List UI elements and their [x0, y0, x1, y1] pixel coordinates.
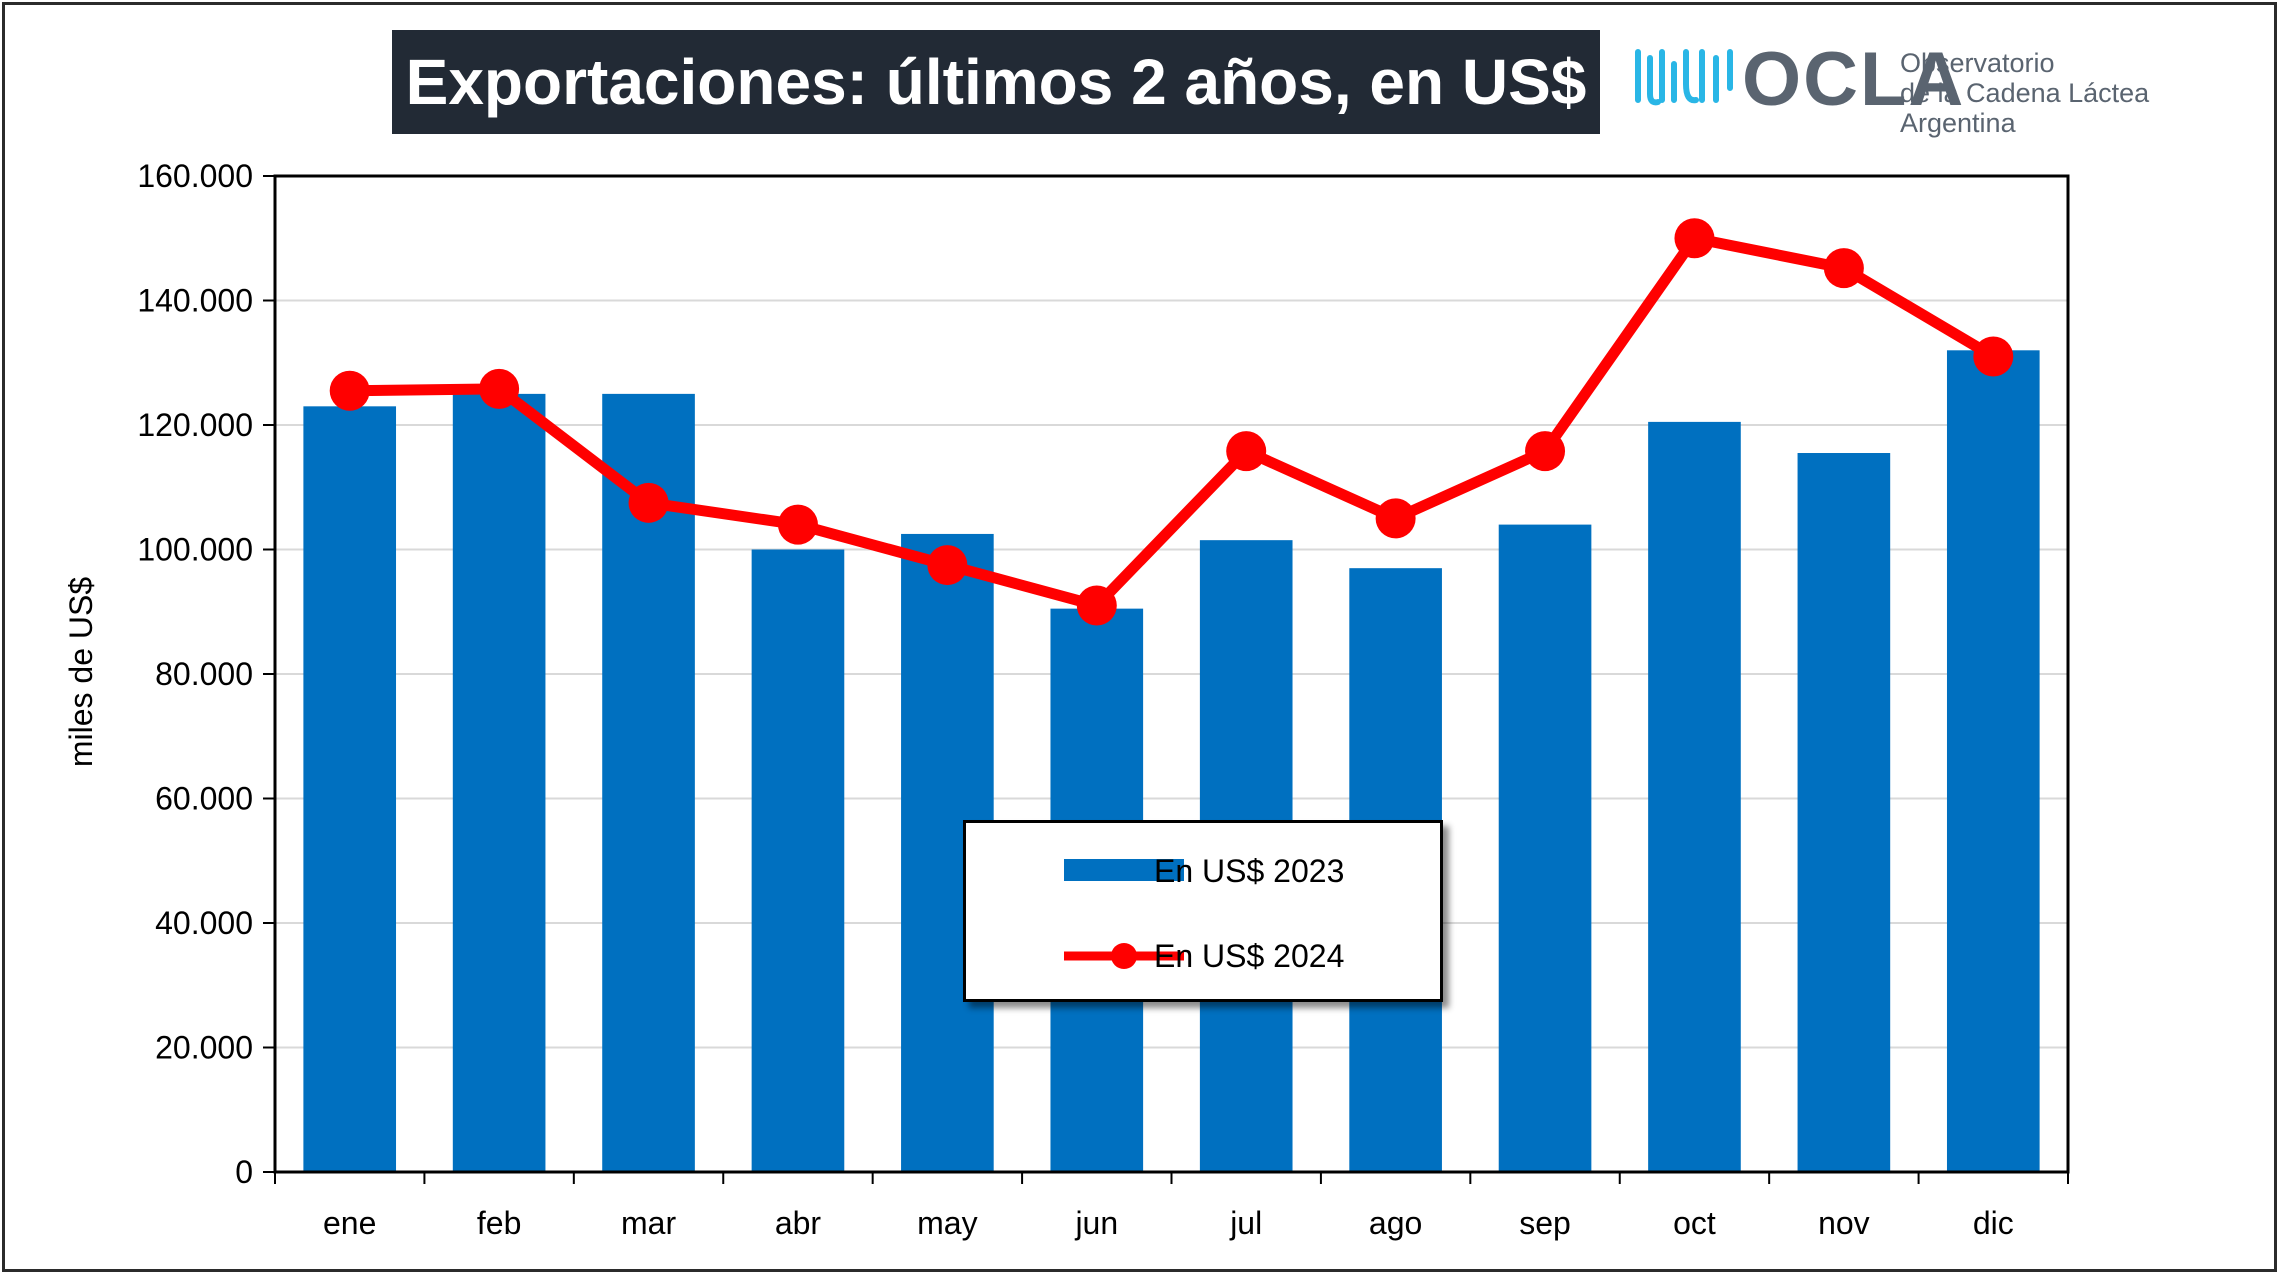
y-tick-label: 20.000: [155, 1030, 253, 1066]
bar-2023-oct: [1648, 421, 1741, 1172]
point-2024-feb: [479, 368, 520, 409]
y-tick-label: 120.000: [137, 407, 253, 443]
bar-2023-mar: [602, 393, 695, 1172]
x-tick-label: jun: [1074, 1205, 1118, 1241]
point-2024-sep: [1525, 431, 1566, 472]
x-tick-label: ene: [323, 1205, 376, 1241]
x-tick-label: dic: [1973, 1205, 2014, 1241]
point-2024-may: [927, 545, 968, 586]
legend-swatch-2023: [1064, 859, 1184, 881]
logo-line-3: Argentina: [1900, 108, 2016, 138]
legend-swatch-2024: [1064, 943, 1184, 969]
x-tick-label: feb: [477, 1205, 521, 1241]
ocla-wave-icon: [1635, 49, 1733, 106]
bar-2023-sep: [1498, 524, 1592, 1172]
x-tick-label: jul: [1229, 1205, 1262, 1241]
bar-2023-nov: [1797, 453, 1891, 1172]
point-2024-ene: [329, 370, 370, 411]
y-tick-label: 140.000: [137, 283, 253, 319]
point-2024-dic: [1973, 336, 2014, 377]
y-axis: 0 20.000 40.000 60.000 80.000 100.000 120.000 1…: [137, 158, 275, 1190]
x-tick-label: oct: [1673, 1205, 1716, 1241]
x-tick-label: sep: [1519, 1205, 1571, 1241]
legend-label-2024: En US$ 2024: [1154, 937, 1345, 974]
logo-line-1: Observatorio: [1900, 48, 2055, 78]
point-2024-jul: [1226, 431, 1267, 472]
x-tick-label: may: [917, 1205, 977, 1241]
chart-title: Exportaciones: últimos 2 años, en US$: [392, 30, 1600, 134]
y-tick-label: 0: [235, 1154, 253, 1190]
point-2024-jun: [1076, 585, 1117, 626]
bars-2023: [303, 350, 2040, 1172]
x-tick-label: abr: [775, 1205, 822, 1241]
y-tick-label: 100.000: [137, 532, 253, 568]
ocla-logo: OCLA Observatorio de la Cadena Láctea Ar…: [1632, 40, 2152, 140]
chart-legend: En US$ 2023 En US$ 2024: [963, 820, 1443, 1002]
point-2024-ago: [1375, 498, 1416, 539]
bar-2023-dic: [1946, 350, 2040, 1172]
logo-subtitle: Observatorio de la Cadena Láctea Argenti…: [1900, 48, 2149, 138]
logo-line-2: de la Cadena Láctea: [1900, 78, 2150, 108]
y-tick-label: 40.000: [155, 905, 253, 941]
logo-name: OCLA: [1742, 37, 1966, 122]
y-tick-label: 60.000: [155, 781, 253, 817]
x-tick-label: nov: [1818, 1205, 1870, 1241]
x-tick-label: ago: [1369, 1205, 1422, 1241]
y-axis-label: miles de US$: [63, 577, 99, 768]
point-2024-abr: [777, 504, 818, 545]
bar-2023-abr: [751, 549, 845, 1172]
bar-2023-feb: [452, 393, 546, 1172]
y-tick-label: 160.000: [137, 158, 253, 194]
line-2024: [329, 218, 2014, 626]
legend-label-2023: En US$ 2023: [1154, 852, 1345, 889]
bar-2023-ene: [303, 406, 397, 1172]
x-axis: ene feb mar abr may jun jul ago sep oct nov dic: [274, 1172, 2069, 1241]
point-2024-nov: [1823, 248, 1864, 289]
point-2024-mar: [628, 482, 669, 523]
point-2024-oct: [1674, 218, 1715, 259]
line-2024-path: [349, 232, 1997, 612]
y-tick-label: 80.000: [155, 656, 253, 692]
x-tick-label: mar: [621, 1205, 676, 1241]
